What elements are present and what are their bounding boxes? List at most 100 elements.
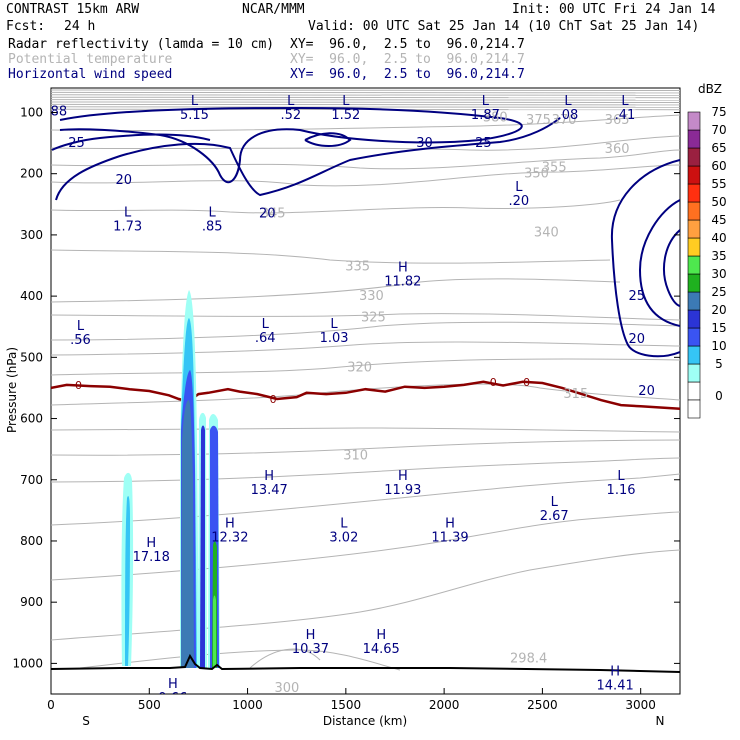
x-tick-label: 2000: [429, 698, 460, 712]
theta-label: 300: [274, 681, 299, 696]
colorbar-tick-label: 45: [711, 213, 726, 227]
theta-strat-line: [51, 91, 680, 94]
wind-label: 20: [115, 173, 132, 188]
hl-value: .41: [615, 108, 636, 123]
hl-letter: L: [482, 94, 490, 109]
terrain-surface-line: [51, 653, 680, 673]
hl-letter: H: [146, 536, 156, 551]
colorbar-tick-label: 0: [715, 389, 723, 403]
wind-label: 25: [68, 136, 85, 151]
freezing-level-label: 0: [270, 393, 277, 406]
y-tick-label: 800: [20, 534, 43, 548]
theta-strat-line: [51, 108, 680, 111]
theta-label: 345: [261, 206, 286, 221]
x-tick-label: 1000: [232, 698, 263, 712]
theta-label: 380: [483, 110, 508, 125]
colorbar-swatch: [687, 165, 701, 185]
colorbar-tick-label: 35: [711, 249, 726, 263]
potential-temperature-contours: [51, 114, 680, 671]
theta-strat-line: [51, 103, 680, 106]
theta-label: 375: [526, 113, 551, 128]
colorbar-swatch: [687, 111, 701, 131]
x-tick-label: 500: [138, 698, 161, 712]
hl-letter: L: [342, 94, 350, 109]
x-tick-label: 0: [47, 698, 55, 712]
theta-label: 370: [552, 113, 577, 128]
colorbar-tick-label: 15: [711, 321, 726, 335]
colorbar-unit: dBZ: [698, 82, 722, 96]
field-3-xy: XY= 96.0, 2.5 to 96.0,214.7: [290, 67, 525, 82]
hl-value: 14.41: [597, 679, 634, 694]
hl-value: 1.03: [320, 331, 349, 346]
freezing-level-label: 0: [490, 376, 497, 389]
theta-label: 299.6: [288, 700, 325, 715]
hl-value: 13.47: [251, 483, 288, 498]
hl-value: 5.15: [180, 108, 209, 123]
field-2-xy: XY= 96.0, 2.5 to 96.0,214.7: [290, 52, 525, 67]
colorbar-swatch: [687, 291, 701, 311]
y-tick-label: 600: [20, 412, 43, 426]
x-tick-label: 2500: [527, 698, 558, 712]
theta-strat-line: [51, 89, 680, 91]
hl-letter: L: [287, 94, 295, 109]
forecast-label: Fcst:: [6, 19, 46, 34]
hl-value: 2.67: [540, 509, 569, 524]
colorbar-tick-label: 75: [711, 105, 726, 119]
wind-label: 30: [416, 136, 433, 151]
theta-label: 330: [359, 289, 384, 304]
colorbar-swatch: [687, 129, 701, 149]
theta-label: 320: [347, 361, 372, 376]
wind-label: 88: [51, 104, 68, 119]
hl-letter: H: [306, 628, 316, 643]
y-tick-label: 500: [20, 350, 43, 364]
theta-label: 325: [361, 311, 386, 326]
init-time: Init: 00 UTC Fri 24 Jan 14: [512, 2, 716, 17]
colorbar-tick-label: 65: [711, 141, 726, 155]
hl-letter: H: [376, 628, 386, 643]
forecast-hours: 24 h: [64, 19, 96, 34]
x-tick-label: 3000: [625, 698, 656, 712]
colorbar-swatch: [687, 201, 701, 221]
colorbar-tick-label: 50: [711, 195, 726, 209]
colorbar-swatch: [687, 363, 701, 383]
theta-label: 315: [563, 387, 588, 402]
hl-letter: L: [564, 94, 572, 109]
endpoint-right: N: [656, 714, 665, 728]
hl-letter: H: [445, 517, 455, 532]
y-tick-label: 200: [20, 167, 43, 181]
field-1-xy: XY= 96.0, 2.5 to 96.0,214.7: [290, 37, 525, 52]
colorbar-tick-label: 5: [715, 357, 723, 371]
field-1-name: Radar reflectivity (lamda = 10 cm): [8, 37, 275, 52]
x-axis: 0 500 1000 1500 2000 2500 3000: [47, 688, 656, 712]
hl-letter: L: [209, 206, 217, 221]
theta-label: 310: [343, 448, 368, 463]
freezing-level-line: [51, 380, 680, 411]
hl-value: 12.32: [211, 531, 248, 546]
hl-letter: H: [168, 677, 178, 692]
colorbar-tick-label: 55: [711, 177, 726, 191]
field-2-name: Potential temperature: [8, 52, 173, 67]
wind-label: 20: [628, 332, 645, 347]
freezing-level-label: 0: [523, 376, 530, 389]
field-3-name: Horizontal wind speed: [8, 67, 173, 82]
theta-label: 350: [524, 167, 549, 182]
model-title: CONTRAST 15km ARW: [6, 2, 140, 17]
hl-value: 17.18: [133, 550, 170, 565]
colorbar-tick-label: 40: [711, 231, 726, 245]
wind-speed-contours: [51, 106, 680, 358]
colorbar-tick-label: 70: [711, 123, 726, 137]
hl-value: 11.39: [431, 531, 468, 546]
freezing-level-labels: 0 0 0 0: [75, 376, 530, 406]
colorbar-swatch: [687, 273, 701, 293]
colorbar-swatch: [687, 147, 701, 167]
colorbar-swatch: [687, 381, 701, 401]
colorbar-tick-label: 10: [711, 339, 726, 353]
hl-letter: H: [398, 261, 408, 276]
colorbar-tick-label: 30: [711, 267, 726, 281]
colorbar-swatch: [687, 255, 701, 275]
hl-value: 1.73: [113, 220, 142, 235]
hl-value: 11.93: [384, 483, 421, 498]
hl-value: 9.66: [158, 691, 187, 706]
wind-label: 20: [638, 384, 655, 399]
